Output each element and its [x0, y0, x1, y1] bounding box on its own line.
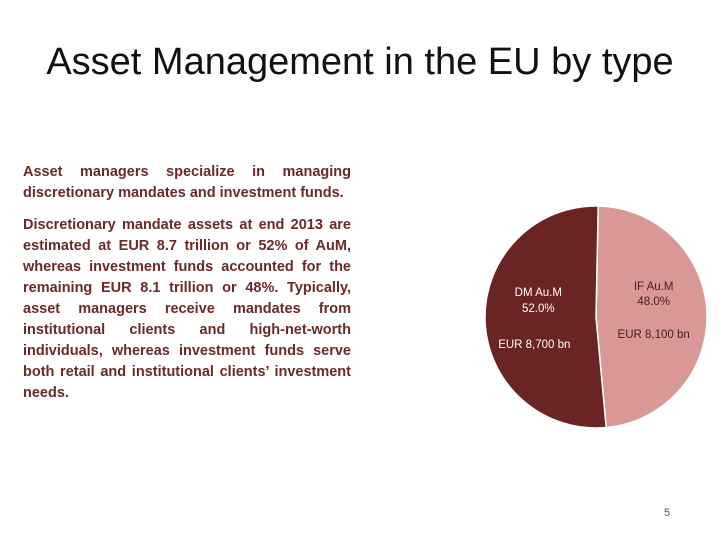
description-text: Asset managers specialize in managing di…: [23, 162, 351, 415]
page-number: 5: [664, 507, 671, 519]
if-amount-label: EUR 8,100 bn: [618, 329, 690, 341]
dm-name: DM Au.M: [515, 287, 562, 299]
pie-chart: IF Au.M 48.0% EUR 8,100 bn DM Au.M 52.0% EUR …: [470, 196, 710, 446]
intro-paragraph: Asset managers specialize in managing di…: [23, 164, 351, 201]
slide-title: Asset Management in the EU by type: [46, 41, 674, 83]
pie-slice-dm: [484, 205, 608, 429]
if-name: IF Au.M: [634, 281, 674, 293]
dm-amount-label: EUR 8,700 bn: [498, 339, 570, 351]
pie-chart-svg: IF Au.M 48.0% EUR 8,100 bn DM Au.M 52.0% EUR …: [484, 205, 708, 429]
dm-percent-label: 52.0%: [522, 303, 555, 315]
if-percent-label: 48.0%: [637, 296, 670, 308]
detail-paragraph: Discretionary mandate assets at end 2013…: [23, 217, 351, 401]
pie-slice-if: [595, 205, 708, 429]
